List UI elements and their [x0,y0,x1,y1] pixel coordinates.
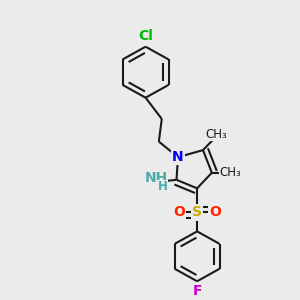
Text: Cl: Cl [138,29,153,43]
Text: H: H [158,180,167,194]
Text: F: F [192,284,202,298]
Text: S: S [192,206,202,219]
Text: O: O [173,206,185,219]
Text: CH₃: CH₃ [219,166,241,179]
Text: NH: NH [144,171,167,185]
Text: CH₃: CH₃ [206,128,227,141]
Text: O: O [209,206,221,219]
Text: N: N [172,150,184,164]
